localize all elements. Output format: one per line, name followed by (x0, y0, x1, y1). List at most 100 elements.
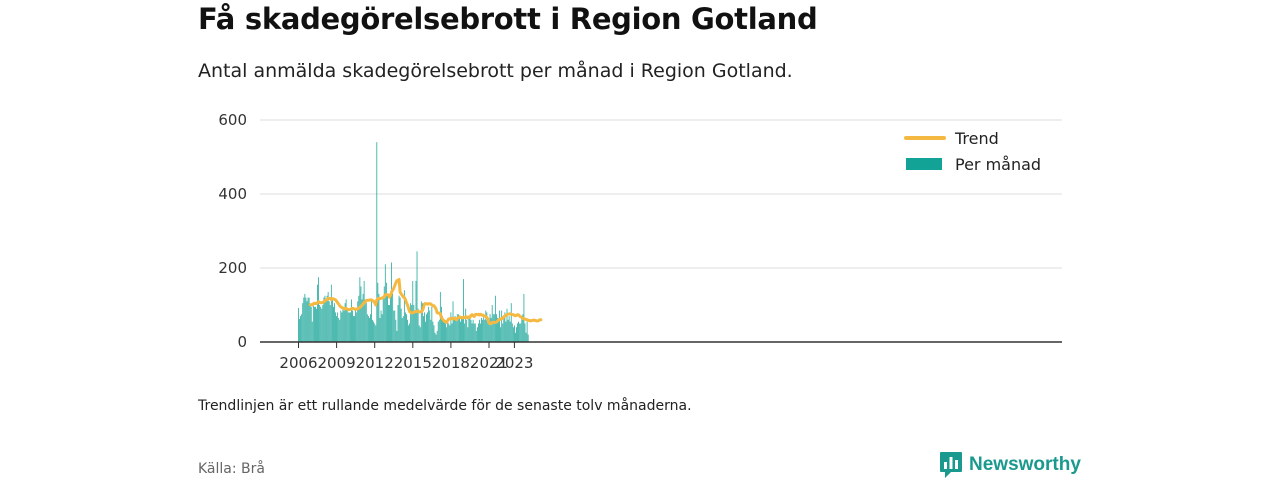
bar (310, 306, 312, 342)
bar (348, 312, 350, 342)
bar (424, 312, 425, 342)
bar (504, 312, 506, 342)
bar (445, 323, 446, 342)
bar (463, 279, 464, 342)
bar (512, 327, 514, 342)
bar (341, 312, 343, 342)
bar (337, 312, 339, 342)
bar (326, 295, 328, 342)
bar (403, 290, 405, 342)
bar (367, 316, 369, 342)
x-tick-label: 2009 (318, 354, 356, 372)
bar (429, 310, 431, 342)
bar (340, 310, 342, 342)
bar (467, 327, 469, 342)
bar (427, 312, 428, 342)
newsworthy-chart-bubble-icon (940, 452, 962, 478)
bar (389, 305, 390, 342)
bar (448, 323, 450, 342)
chart-footnote: Trendlinjen är ett rullande medelvärde f… (198, 398, 692, 414)
bar (372, 319, 373, 342)
bar (527, 334, 529, 342)
bar (355, 310, 357, 342)
bar (500, 327, 502, 342)
bar (482, 319, 484, 342)
bar (508, 316, 510, 342)
bar (516, 327, 517, 342)
legend-trend-label: Trend (954, 129, 999, 148)
bar (488, 319, 490, 342)
bar (325, 301, 327, 342)
bar (502, 323, 504, 342)
bar (423, 316, 424, 342)
bar (360, 286, 362, 342)
bar (405, 312, 406, 342)
bar (385, 282, 387, 342)
bar (299, 319, 300, 342)
bar (460, 321, 461, 342)
bar (506, 308, 508, 342)
bar (421, 303, 423, 342)
bar (408, 325, 409, 342)
bar (519, 323, 521, 342)
bar (485, 310, 487, 342)
bar (420, 301, 422, 342)
bar (452, 301, 454, 342)
source-credit: Källa: Brå (198, 461, 265, 477)
bar (381, 314, 383, 342)
bar (479, 319, 480, 342)
bar (402, 316, 404, 342)
bar (393, 310, 395, 342)
bar (306, 301, 308, 342)
bar (316, 308, 317, 342)
bar (335, 312, 336, 342)
bar (311, 321, 313, 342)
x-tick-label: 2023 (495, 354, 533, 372)
bar (384, 264, 386, 342)
bar (345, 299, 347, 342)
bar (353, 316, 354, 342)
bar (469, 316, 471, 342)
bar (447, 317, 449, 342)
bar (370, 314, 371, 342)
bar (375, 325, 377, 342)
bar (524, 323, 526, 342)
bar (319, 305, 321, 342)
bar (399, 297, 401, 342)
bar (455, 319, 457, 342)
bar (466, 319, 468, 342)
bar (471, 323, 473, 342)
bar (374, 323, 376, 342)
bar (434, 332, 436, 342)
bar (428, 306, 430, 342)
bar (339, 319, 341, 342)
bar (373, 321, 375, 342)
bar (449, 325, 451, 342)
x-tick-label: 2018 (432, 354, 470, 372)
bar (362, 293, 364, 342)
bar (444, 321, 445, 342)
bar (318, 277, 319, 342)
bar (493, 314, 495, 342)
bar (481, 317, 482, 342)
bar (378, 293, 380, 342)
bar (507, 319, 509, 342)
bar (356, 312, 358, 342)
legend-bars-label: Per månad (955, 155, 1041, 174)
bar (351, 299, 352, 342)
bar (487, 317, 489, 342)
brand-logo: Newsworthy (939, 451, 1081, 479)
bar (336, 316, 337, 342)
bar (315, 306, 316, 342)
bar (333, 306, 334, 342)
bar (468, 316, 470, 342)
legend-bars-swatch (906, 158, 942, 170)
bar (432, 321, 434, 342)
bar (371, 299, 372, 342)
bar (525, 332, 527, 342)
bar (302, 303, 304, 342)
bar (464, 323, 466, 342)
brand-name: Newsworthy (969, 454, 1081, 475)
bar (312, 305, 314, 342)
bar (365, 299, 367, 342)
